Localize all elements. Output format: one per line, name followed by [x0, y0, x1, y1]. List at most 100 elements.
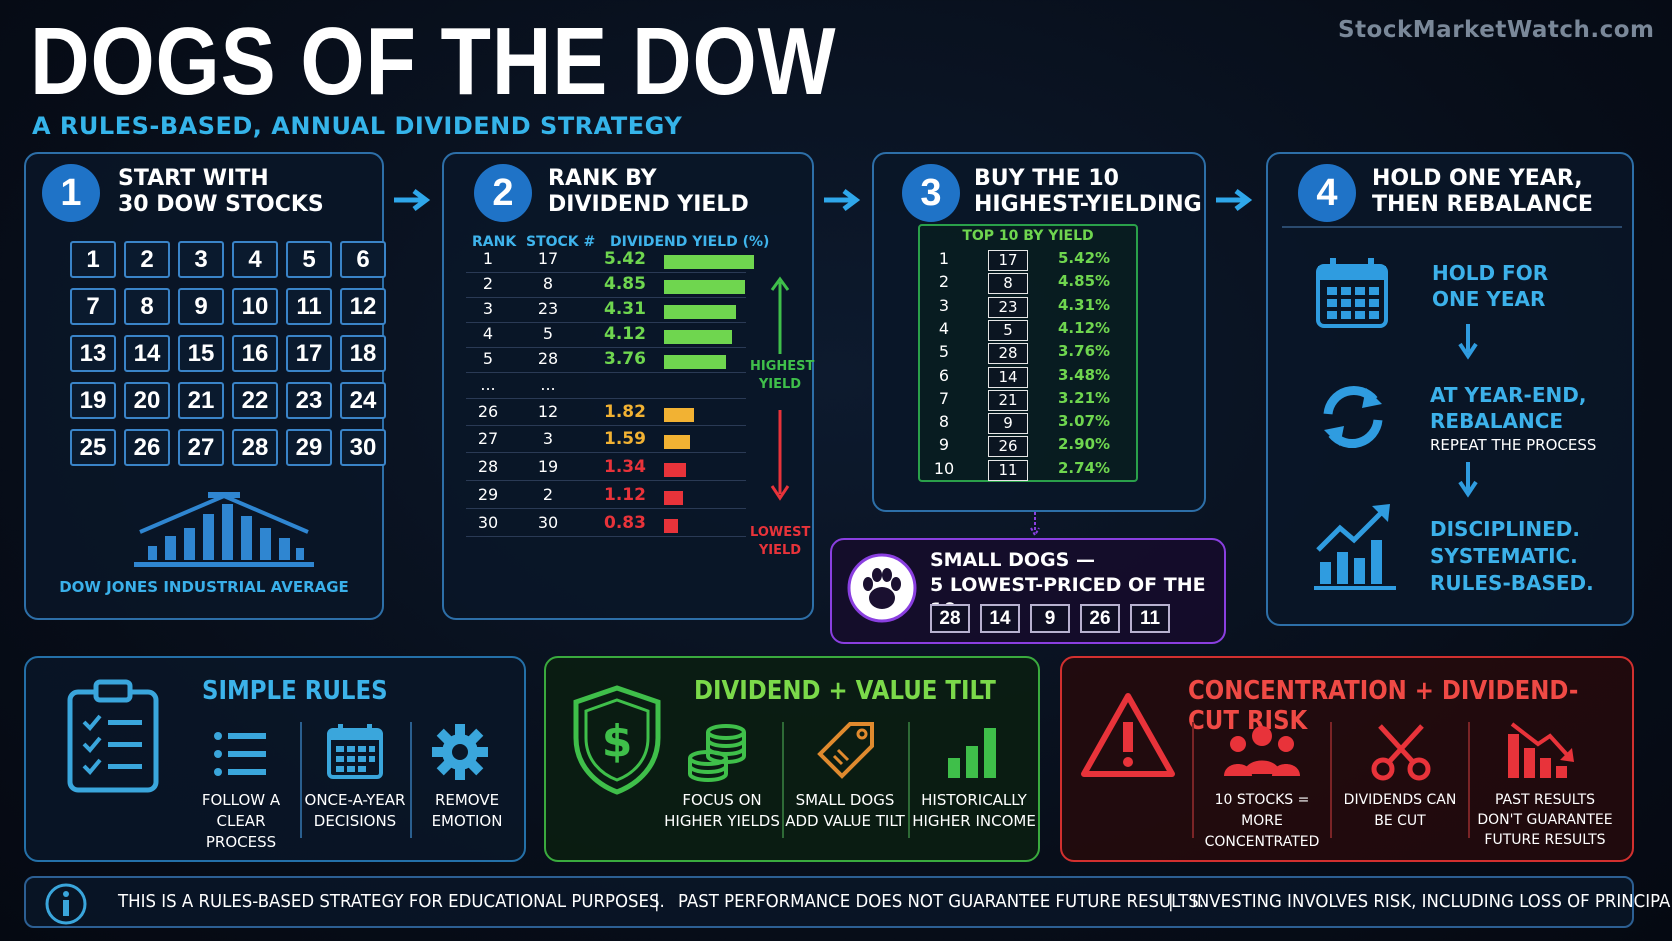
small-dogs-list: 28 14 9 26 11: [930, 604, 1220, 636]
stock-cell: ...: [540, 375, 556, 394]
table-row: 3 23 4.31: [466, 299, 746, 323]
disclaimer-sep: |: [1168, 891, 1174, 912]
rank-cell: 3: [482, 299, 494, 318]
yield-cell: 1.82: [604, 402, 646, 422]
stock-cell: 9: [988, 413, 1028, 435]
scissors-icon: [1371, 724, 1431, 781]
step1-number: 1: [42, 164, 100, 222]
rank-cell: 5: [482, 349, 494, 368]
rank-cell: 10: [933, 458, 955, 478]
yield-cell: 3.07%: [1058, 412, 1111, 431]
highest-yield-label: HIGHEST YIELD: [750, 359, 815, 392]
stock-cell: 2: [542, 485, 554, 504]
risk-item-1: 10 STOCKS = MORE CONCENTRATED: [1204, 792, 1320, 850]
table-row: 9 26 2.90%: [920, 435, 1136, 458]
dow-caption: DOW JONES INDUSTRIAL AVERAGE: [59, 578, 349, 596]
risk-panel: CONCENTRATION + DIVIDEND-CUT RISK 10 STO…: [1060, 656, 1634, 862]
rank-cell: 1: [938, 249, 950, 268]
top10-title: TOP 10 BY YIELD: [962, 228, 1094, 244]
stock-cell: 3: [542, 429, 554, 448]
row-divider: [466, 272, 746, 273]
list-icon: [214, 732, 266, 776]
rank-cell: 29: [477, 485, 499, 504]
simple-rules-title: SIMPLE RULES: [202, 676, 388, 706]
stock-cell: 6: [340, 241, 386, 278]
rank-cell: 2: [938, 272, 950, 292]
down-arrow-icon: [1458, 462, 1478, 498]
price-tag-icon: [817, 722, 874, 779]
row-divider: [466, 297, 746, 298]
step3-panel: 3 BUY THE 10 HIGHEST-YIELDING TOP 10 BY …: [872, 152, 1206, 512]
stock-cell: 11: [286, 288, 332, 325]
rank-cell: 30: [477, 513, 499, 532]
clipboard-icon: [67, 679, 159, 793]
table-row: 8 9 3.07%: [920, 412, 1136, 435]
divider: [782, 722, 784, 838]
disclaimer-sep: |: [654, 891, 660, 912]
rank-cell: 4: [482, 324, 494, 343]
refresh-icon: [1323, 386, 1383, 448]
table-row: 2 8 4.85%: [920, 272, 1136, 295]
table-row: 2 8 4.85: [466, 274, 746, 298]
stock-cell: 19: [70, 382, 116, 419]
yield-bar: [664, 463, 687, 477]
row-divider: [466, 536, 746, 537]
yield-bar: [664, 305, 736, 319]
table-row: 4 5 4.12%: [920, 319, 1136, 342]
rank-cell: 5: [938, 342, 950, 362]
stock-cell: 11: [988, 459, 1028, 481]
stock-cell: 7: [70, 288, 116, 325]
table-row: 29 2 1.12: [466, 485, 746, 509]
simple-rules-panel: SIMPLE RULES FOLLOW A CLEAR PROCESS ONCE…: [24, 656, 526, 862]
declining-chart-icon: [1508, 722, 1574, 778]
ranking-table: 1 17 5.42 2 8 4.85 3 23 4.31 4 5 4.12 5 28 3.76...... 2…: [444, 154, 816, 622]
row-divider: [466, 452, 746, 453]
stock-cell: 8: [124, 288, 170, 325]
growth-chart-icon: [1314, 504, 1396, 590]
row-divider: [466, 372, 746, 373]
stock-cell: 15: [178, 335, 224, 372]
dividend-item-3: HISTORICALLY HIGHER INCOME: [912, 791, 1036, 830]
dividend-value-title: DIVIDEND + VALUE TILT: [694, 676, 996, 706]
divider: [908, 722, 910, 838]
stock-cell: 23: [286, 382, 332, 419]
rank-cell: 28: [477, 457, 499, 476]
stock-cell: 18: [340, 335, 386, 372]
dollar-shield-icon: $: [573, 685, 661, 795]
disciplined-text: DISCIPLINED. SYSTEMATIC. RULES-BASED.: [1430, 517, 1594, 595]
dividend-value-panel: $ DIVIDEND + VALUE TILT FOCUS ON HIGHER …: [544, 656, 1040, 862]
yield-cell: 4.12%: [1058, 318, 1111, 337]
stock-cell: 26: [988, 436, 1028, 458]
up-arrow-icon: [770, 276, 790, 354]
small-dog-stock: 9: [1030, 604, 1070, 633]
down-arrow-icon: [1458, 324, 1478, 360]
coins-icon: [688, 724, 746, 782]
yield-cell: 4.31: [604, 299, 646, 319]
dow-stock-grid: 1 2 3 4 5 6 7 8 9 10 11 12 13 14 15 16 17 18 19 20 21 22 23 24 2…: [70, 241, 386, 466]
table-row: 26 12 1.82: [466, 402, 746, 426]
step4-panel: 4 HOLD ONE YEAR, THEN REBALANCE HOLD FOR…: [1266, 152, 1634, 626]
stock-cell: 19: [537, 457, 559, 476]
divider: [1192, 722, 1194, 838]
stock-cell: 5: [286, 241, 332, 278]
stock-cell: 17: [286, 335, 332, 372]
yield-cell: 3.76%: [1058, 342, 1111, 361]
simple-rule-3: REMOVE EMOTION: [431, 791, 503, 830]
table-row: 5 28 3.76: [466, 349, 746, 373]
stock-cell: 27: [178, 429, 224, 466]
stock-cell: 8: [988, 273, 1028, 295]
table-row: 30 30 0.83: [466, 513, 746, 537]
stock-cell: 9: [178, 288, 224, 325]
yield-cell: 5.42: [604, 249, 646, 269]
yield-bar: [664, 355, 727, 369]
bar-chart-building-icon: [134, 492, 314, 567]
people-icon: [1224, 726, 1300, 776]
rank-cell: 3: [938, 295, 950, 315]
simple-rule-2: ONCE-A-YEAR DECISIONS: [304, 791, 406, 830]
table-row: 3 23 4.31%: [920, 296, 1136, 319]
yield-bar: [664, 491, 683, 505]
stock-cell: 10: [232, 288, 278, 325]
stock-cell: 28: [988, 343, 1028, 365]
calendar-icon: [1316, 258, 1388, 328]
stock-cell: 21: [178, 382, 224, 419]
